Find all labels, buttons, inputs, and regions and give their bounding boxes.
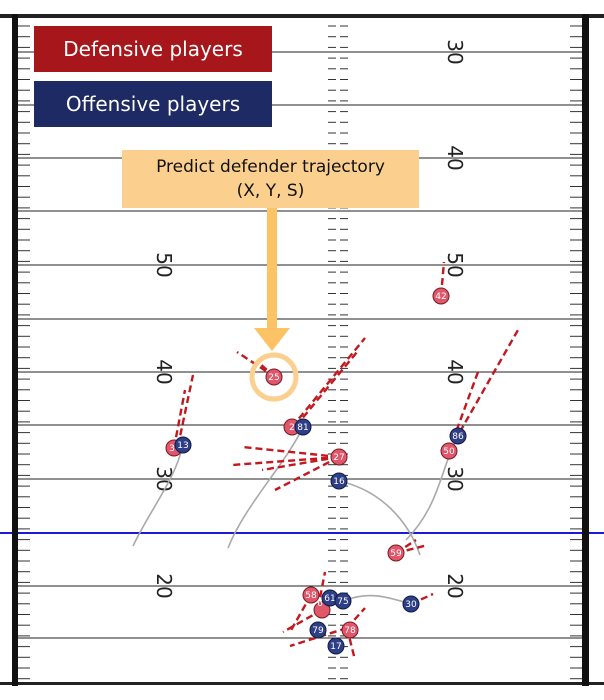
player-number: 86 bbox=[452, 432, 464, 442]
field-number: 20 bbox=[152, 573, 176, 598]
player-number: 6 bbox=[317, 599, 323, 609]
trajectory bbox=[282, 608, 323, 634]
offense-81: 81 bbox=[294, 418, 312, 436]
offense-75: 75 bbox=[334, 592, 352, 610]
defender-59: 59 bbox=[387, 544, 405, 562]
offense-13: 13 bbox=[174, 436, 192, 454]
offense-79: 79 bbox=[309, 621, 327, 639]
left-sideline bbox=[12, 14, 18, 686]
player-number: 25 bbox=[268, 373, 279, 383]
trajectory bbox=[242, 445, 340, 459]
player-number: 30 bbox=[405, 600, 417, 610]
route-13 bbox=[132, 444, 184, 547]
trajectory bbox=[288, 594, 313, 633]
field-number: 40 bbox=[152, 359, 176, 384]
player-number: 2 bbox=[289, 423, 295, 433]
offense-routes bbox=[132, 426, 459, 605]
bottom-border bbox=[0, 682, 604, 685]
offense-86: 86 bbox=[449, 427, 467, 445]
player-number: 58 bbox=[305, 591, 317, 601]
defender-25: 25 bbox=[265, 368, 283, 386]
top-border bbox=[0, 14, 604, 18]
trajectory bbox=[172, 389, 187, 449]
field-number: 30 bbox=[443, 466, 467, 491]
callout-line-2: (X, Y, S) bbox=[236, 181, 305, 201]
field-number: 40 bbox=[443, 145, 467, 170]
field-number: 20 bbox=[443, 573, 467, 598]
yard-lines bbox=[18, 51, 582, 639]
player-number: 59 bbox=[390, 549, 402, 559]
legend-offensive-label: Offensive players bbox=[65, 92, 241, 116]
trajectory bbox=[291, 337, 366, 428]
player-number: 79 bbox=[312, 626, 324, 636]
defender-58: 58 bbox=[302, 586, 320, 604]
trajectory bbox=[261, 455, 340, 472]
player-number: 81 bbox=[297, 423, 308, 433]
defender-27: 27 bbox=[330, 448, 348, 466]
callout-arrow bbox=[254, 208, 290, 351]
trajectory bbox=[176, 374, 195, 447]
callout-line-1: Predict defender trajectory bbox=[156, 157, 385, 177]
defender-50: 50 bbox=[440, 442, 458, 460]
player-number: 61 bbox=[324, 594, 335, 604]
offense-17: 17 bbox=[327, 637, 345, 655]
defender-6: 6 bbox=[313, 599, 331, 619]
offense-30: 30 bbox=[402, 595, 420, 613]
player-number: 13 bbox=[177, 441, 188, 451]
trajectory bbox=[274, 455, 340, 492]
player-number: 42 bbox=[435, 292, 446, 302]
predict-trajectory-callout: Predict defender trajectory (X, Y, S) bbox=[122, 150, 419, 208]
defender-78: 78 bbox=[341, 621, 359, 639]
player-number: 17 bbox=[330, 642, 341, 652]
hash-marks bbox=[18, 25, 582, 680]
field-number: 40 bbox=[443, 359, 467, 384]
player-number: 27 bbox=[333, 453, 344, 463]
legend-offensive-players: Offensive players bbox=[34, 81, 272, 127]
field-number: 50 bbox=[152, 252, 176, 277]
route-30 bbox=[342, 594, 412, 605]
field-number: 50 bbox=[443, 252, 467, 277]
player-number: 16 bbox=[333, 477, 345, 487]
target-highlight-ring bbox=[249, 352, 299, 402]
player-number: 75 bbox=[337, 597, 348, 607]
trajectory bbox=[295, 351, 358, 427]
field-number: 30 bbox=[443, 39, 467, 64]
field-number: 30 bbox=[152, 466, 176, 491]
legend-defensive-label: Defensive players bbox=[63, 37, 243, 61]
offense-16: 16 bbox=[330, 472, 348, 490]
route-16 bbox=[338, 480, 421, 556]
player-number: 3 bbox=[169, 444, 175, 454]
trajectory bbox=[231, 455, 340, 467]
right-sideline bbox=[582, 14, 589, 686]
legend-defensive-players: Defensive players bbox=[34, 26, 272, 72]
trajectory bbox=[289, 626, 348, 648]
defender-42: 42 bbox=[432, 287, 450, 305]
route-81 bbox=[227, 426, 304, 549]
player-number: 78 bbox=[344, 626, 356, 636]
player-number: 50 bbox=[443, 447, 455, 457]
